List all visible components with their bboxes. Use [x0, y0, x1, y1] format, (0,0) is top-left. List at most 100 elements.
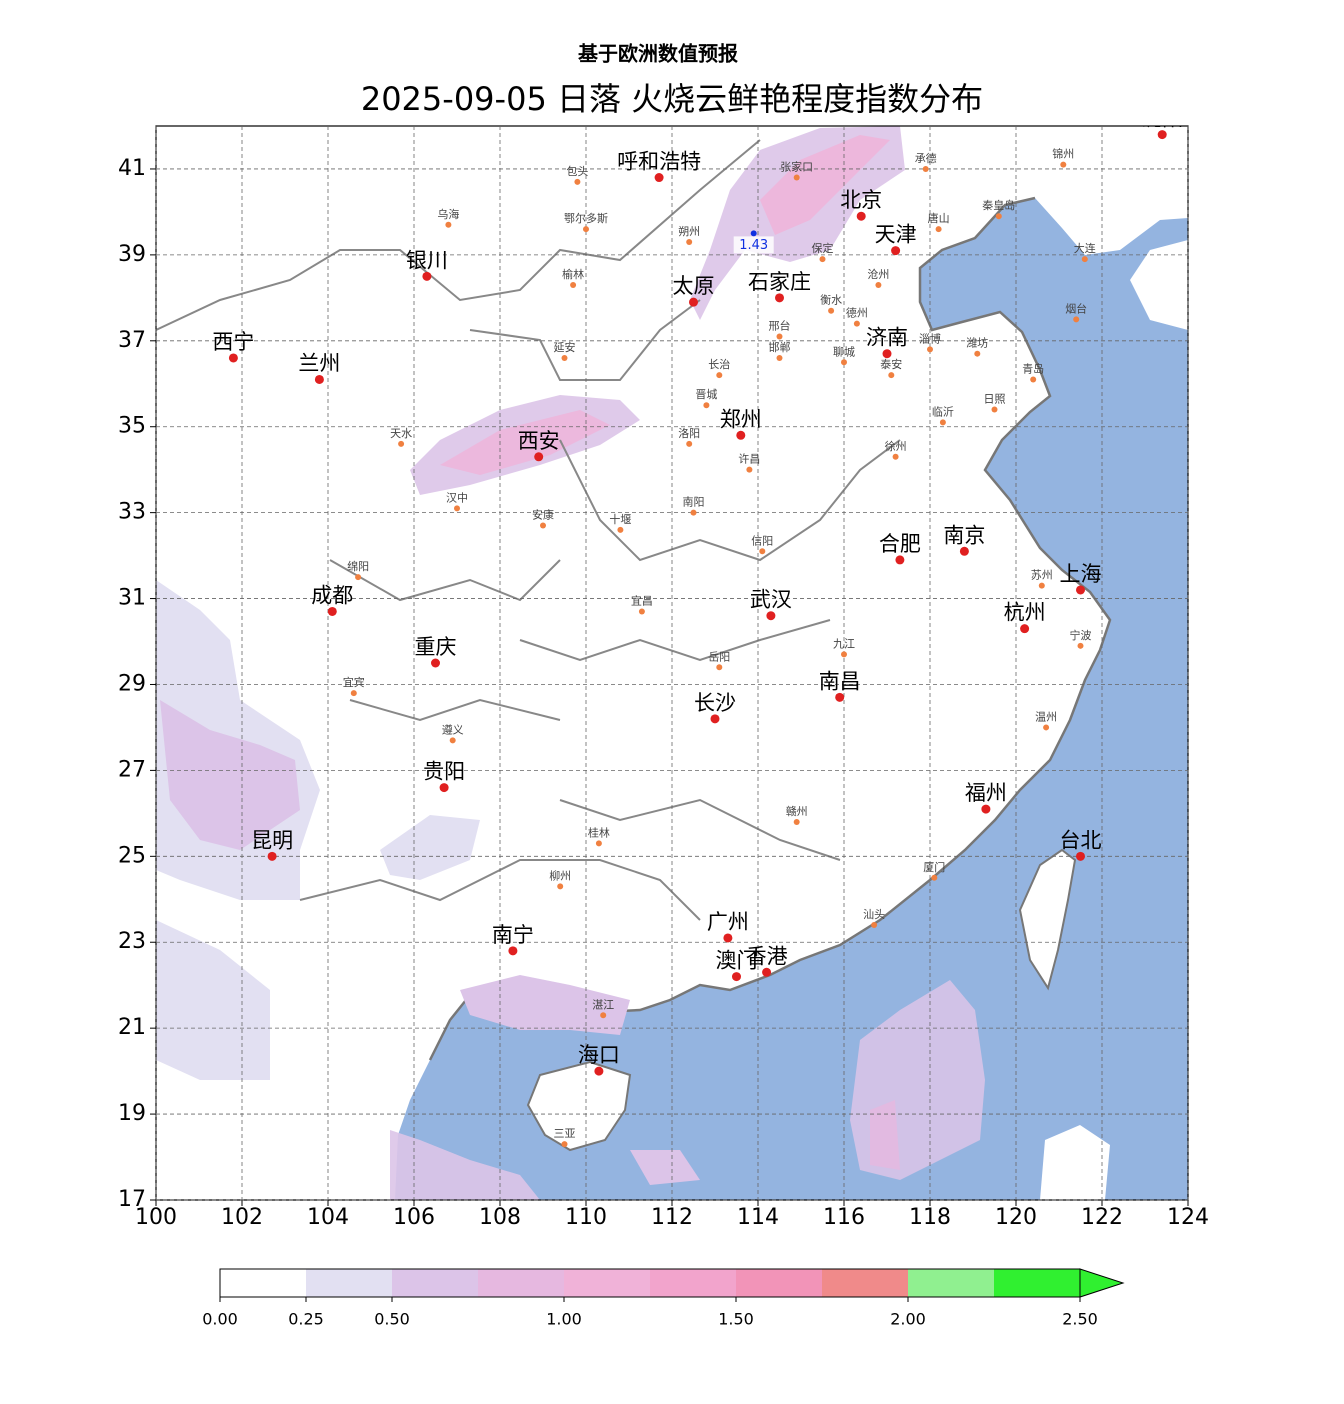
- town-label: 长治: [708, 357, 730, 371]
- town-dot: [561, 354, 568, 361]
- town-label: 榆林: [562, 267, 584, 281]
- town-dot: [449, 737, 456, 744]
- city-dot: [228, 353, 238, 363]
- city-dot: [267, 851, 277, 861]
- town-label: 朔州: [678, 225, 700, 238]
- korea: [1130, 240, 1188, 330]
- city-dot: [431, 658, 440, 668]
- city-dot: [1076, 585, 1085, 595]
- city-label: 西宁: [212, 330, 254, 354]
- city-dot: [895, 555, 905, 565]
- town-label: 烟台: [1065, 301, 1087, 315]
- town-label: 汉中: [446, 491, 468, 504]
- city-label: 海口: [578, 1043, 620, 1067]
- town-dot: [1077, 642, 1084, 649]
- city-dot: [439, 783, 449, 793]
- town-label: 绵阳: [347, 559, 369, 573]
- town-dot: [793, 174, 800, 181]
- town-dot: [1081, 256, 1088, 263]
- x-tick-label: 100: [135, 1205, 177, 1230]
- city-dot: [710, 714, 720, 724]
- city-label: 合肥: [879, 532, 921, 556]
- town-label: 潍坊: [966, 336, 988, 350]
- town-dot: [853, 320, 860, 327]
- title: 2025-09-05 日落 火烧云鲜艳程度指数分布: [361, 80, 983, 118]
- city-dot: [835, 692, 845, 702]
- town-dot: [995, 213, 1002, 220]
- city-label: 北京: [840, 188, 882, 212]
- taiwan: [1018, 848, 1077, 991]
- colorbar-tick-label: 2.00: [890, 1310, 926, 1329]
- x-tick-label: 118: [909, 1205, 951, 1230]
- town-dot: [793, 818, 800, 825]
- town-dot: [759, 548, 766, 555]
- town-dot: [540, 522, 546, 529]
- town-label: 遵义: [442, 722, 464, 736]
- town-label: 南阳: [683, 496, 705, 509]
- city-label: 福州: [965, 781, 1007, 805]
- town-dot: [1060, 161, 1067, 168]
- x-tick-label: 102: [221, 1205, 263, 1230]
- town-dot: [776, 333, 783, 340]
- town-dot: [557, 883, 564, 890]
- town-dot: [703, 402, 710, 409]
- city-label: 贵阳: [423, 760, 465, 784]
- town-dot: [686, 238, 693, 245]
- city-label: 天津: [875, 223, 917, 247]
- city-label: 成都: [311, 583, 353, 607]
- city-label: 南京: [943, 523, 985, 547]
- city-label: 沈阳: [1141, 107, 1183, 131]
- city-dot: [314, 374, 324, 384]
- town-label: 苏州: [1031, 569, 1053, 582]
- city-dot: [723, 933, 733, 943]
- town-dot: [595, 840, 602, 847]
- town-label: 泰安: [880, 357, 902, 371]
- town-dot: [1073, 316, 1080, 323]
- town-label: 晋城: [695, 388, 717, 401]
- town-label: 三亚: [554, 1127, 576, 1140]
- town-label: 张家口: [780, 160, 813, 174]
- town-label: 保定: [812, 241, 834, 255]
- city-dot: [689, 297, 698, 307]
- city-label: 昆明: [251, 828, 293, 852]
- city-label: 西安: [518, 429, 560, 453]
- town-label: 岳阳: [708, 650, 730, 663]
- town-dot: [935, 226, 942, 233]
- colorbar-tick-label: 1.50: [718, 1310, 754, 1329]
- colorbar-tick-label: 0.25: [288, 1310, 324, 1329]
- city-label: 郑州: [720, 407, 762, 431]
- town-label: 洛阳: [678, 426, 700, 440]
- town-label: 九江: [833, 637, 855, 650]
- y-tick-label: 27: [118, 757, 146, 782]
- town-dot: [939, 419, 946, 426]
- town-label: 桂林: [588, 825, 610, 839]
- town-label: 赣州: [786, 804, 808, 818]
- x-tick-label: 120: [995, 1205, 1037, 1230]
- colorbar-tick-label: 1.00: [546, 1310, 582, 1329]
- town-label: 许昌: [738, 453, 760, 466]
- town-dot: [716, 372, 723, 379]
- town-dot: [686, 440, 693, 447]
- town-dot: [776, 354, 783, 361]
- town-dot: [1030, 376, 1037, 383]
- city-dot: [1157, 130, 1167, 140]
- city-label: 太原: [673, 274, 715, 298]
- town-dot: [638, 608, 645, 615]
- colorbar-tick-label: 2.50: [1062, 1310, 1098, 1329]
- town-label: 包头: [566, 165, 588, 178]
- colorbar-tick-label: 0.00: [202, 1310, 238, 1329]
- town-dot: [398, 440, 405, 447]
- city-dot: [594, 1066, 604, 1076]
- town-dot: [875, 281, 882, 288]
- hainan: [526, 1060, 632, 1152]
- y-tick-label: 33: [118, 500, 146, 525]
- city-label: 兰州: [298, 351, 340, 375]
- town-dot: [828, 307, 835, 314]
- y-tick-label: 31: [118, 586, 146, 611]
- colorbar-bin: [478, 1269, 564, 1297]
- town-label: 鄂尔多斯: [564, 211, 608, 225]
- sea: [395, 198, 1188, 1200]
